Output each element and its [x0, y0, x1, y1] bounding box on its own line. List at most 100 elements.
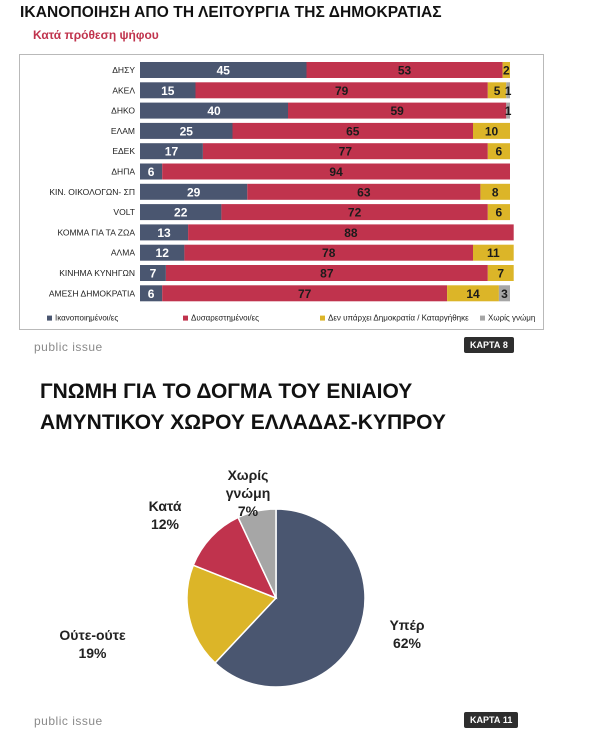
data-label: 7: [497, 267, 504, 281]
pie-slice: [192, 516, 278, 600]
category-label: ΕΔΕΚ: [112, 146, 135, 156]
pie-label-yper: Υπέρ 62%: [367, 616, 447, 652]
bar-segment: [247, 183, 481, 200]
bar-segment: [140, 224, 189, 241]
data-label: 1: [505, 104, 512, 118]
legend-label: Χωρίς γνώμη: [488, 314, 535, 323]
pie-label-name: Υπέρ: [389, 617, 425, 633]
legend-label: Δυσαρεστημένοι/ες: [191, 314, 259, 323]
bar-segment: [140, 102, 288, 119]
pie-label-value: 7%: [237, 503, 259, 519]
bar-segment: [140, 265, 166, 281]
data-label: 45: [217, 64, 231, 78]
pie-label-name: Κατά: [148, 498, 182, 514]
pie-label-xoris-gnomi: Χωρίς γνώμη 7%: [212, 466, 284, 520]
data-label: 88: [344, 226, 358, 240]
bar-segment: [140, 244, 185, 261]
data-label: 11: [487, 246, 500, 260]
data-label: 14: [466, 287, 480, 301]
data-label: 5: [494, 84, 501, 98]
brand-logo: public issue: [34, 340, 103, 354]
bar-segment: [140, 122, 233, 139]
data-label: 6: [496, 145, 503, 159]
pie-label-value: 19%: [78, 645, 107, 661]
pie-slice: [214, 508, 366, 688]
category-label: ΑΛΜΑ: [111, 248, 135, 258]
map-number-label: ΚΑΡΤΑ 8: [464, 337, 514, 353]
data-label: 79: [335, 84, 349, 98]
data-label: 10: [485, 124, 499, 138]
pie-label-name: Χωρίς γνώμη: [225, 467, 271, 501]
bar-segment: [487, 82, 507, 99]
category-label: ΔΗΠΑ: [111, 167, 135, 177]
bar-segment: [306, 62, 503, 78]
bar-segment: [140, 183, 248, 200]
map-number-label: ΚΑΡΤΑ 11: [464, 712, 519, 728]
data-label: 8: [492, 185, 499, 199]
pie-slice: [237, 508, 277, 599]
bar-segment: [288, 102, 507, 119]
bar-segment: [487, 204, 510, 221]
data-label: 72: [348, 206, 362, 220]
data-label: 87: [320, 267, 334, 281]
legend-swatch: [47, 315, 52, 321]
bar-segment: [506, 102, 510, 119]
pie-chart: [186, 508, 366, 688]
bar-segment: [140, 62, 307, 78]
pie-label-oute-oute: Ούτε-ούτε 19%: [40, 626, 145, 662]
bar-segment: [473, 122, 510, 139]
chart-subtitle: Κατά πρόθεση ψήφου: [33, 28, 159, 42]
data-label: 77: [298, 287, 312, 301]
bar-segment: [140, 285, 163, 302]
category-label: ΚΙΝΗΜΑ ΚΥΝΗΓΩΝ: [59, 268, 135, 278]
data-label: 94: [329, 165, 343, 179]
pie-chart-title: ΓΝΩΜΗ ΓΙΑ ΤΟ ΔΟΓΜΑ ΤΟΥ ΕΝΙΑΙΟΥ ΑΜΥΝΤΙΚΟΥ…: [40, 376, 446, 438]
category-label: ΚΟΜΜΑ ΓΙΑ ΤΑ ΖΩΑ: [57, 227, 135, 237]
legend-swatch: [480, 315, 485, 321]
data-label: 65: [346, 124, 360, 138]
category-label: ΔΗΣΥ: [112, 65, 135, 75]
bar-segment: [140, 204, 222, 221]
data-label: 6: [148, 165, 155, 179]
pie-title-line-1: ΓΝΩΜΗ ΓΙΑ ΤΟ ΔΟΓΜΑ ΤΟΥ ΕΝΙΑΙΟΥ: [40, 380, 413, 403]
bar-segment: [502, 62, 510, 78]
bar-segment: [162, 285, 448, 302]
legend-label: Ικανοποιημένοι/ες: [55, 314, 118, 323]
pie-label-name: Ούτε-ούτε: [59, 627, 126, 643]
legend-label: Δεν υπάρχει Δημοκρατία / Καταργήθηκε: [328, 314, 469, 323]
bar-segment: [165, 265, 488, 281]
bar-segment: [232, 122, 473, 139]
bar-segment: [506, 82, 510, 99]
bar-segment: [162, 163, 510, 180]
bar-segment: [221, 204, 488, 221]
data-label: 40: [207, 104, 221, 118]
brand-logo: public issue: [34, 714, 103, 728]
data-label: 3: [501, 287, 508, 301]
category-label: ΕΛΑΜ: [111, 126, 135, 136]
bar-segment: [140, 163, 163, 180]
bar-segment: [188, 224, 514, 241]
data-label: 59: [390, 104, 404, 118]
data-label: 78: [322, 246, 336, 260]
data-label: 17: [165, 145, 179, 159]
bar-segment: [195, 82, 488, 99]
bar-segment: [202, 143, 488, 160]
chart-title: ΙΚΑΝΟΠΟΙΗΣΗ ΑΠΟ ΤΗ ΛΕΙΤΟΥΡΓΙΑ ΤΗΣ ΔΗΜΟΚΡ…: [20, 4, 442, 21]
bar-segment: [140, 82, 196, 99]
bar-segment: [184, 244, 473, 261]
data-label: 7: [150, 267, 157, 281]
pie-label-value: 62%: [392, 635, 422, 651]
data-label: 12: [156, 246, 170, 260]
bar-segment: [498, 285, 510, 302]
data-label: 63: [357, 185, 371, 199]
data-label: 6: [148, 287, 155, 301]
bar-segment: [447, 285, 499, 302]
category-label: VOLT: [113, 207, 135, 217]
stacked-bar-chart: ΔΗΣΥ 45 53 2 ΑΚΕΛ 15 79 5 1 ΔΗΚΟ 40 59 1 ΕΛΑΜ 25 65 10 ΕΔ…: [47, 62, 535, 323]
category-label: ΔΗΚΟ: [111, 106, 135, 116]
data-label: 22: [174, 206, 188, 220]
data-label: 15: [161, 84, 175, 98]
pie-label-value: 12%: [150, 516, 180, 532]
data-label: 13: [157, 226, 171, 240]
data-label: 25: [180, 124, 194, 138]
